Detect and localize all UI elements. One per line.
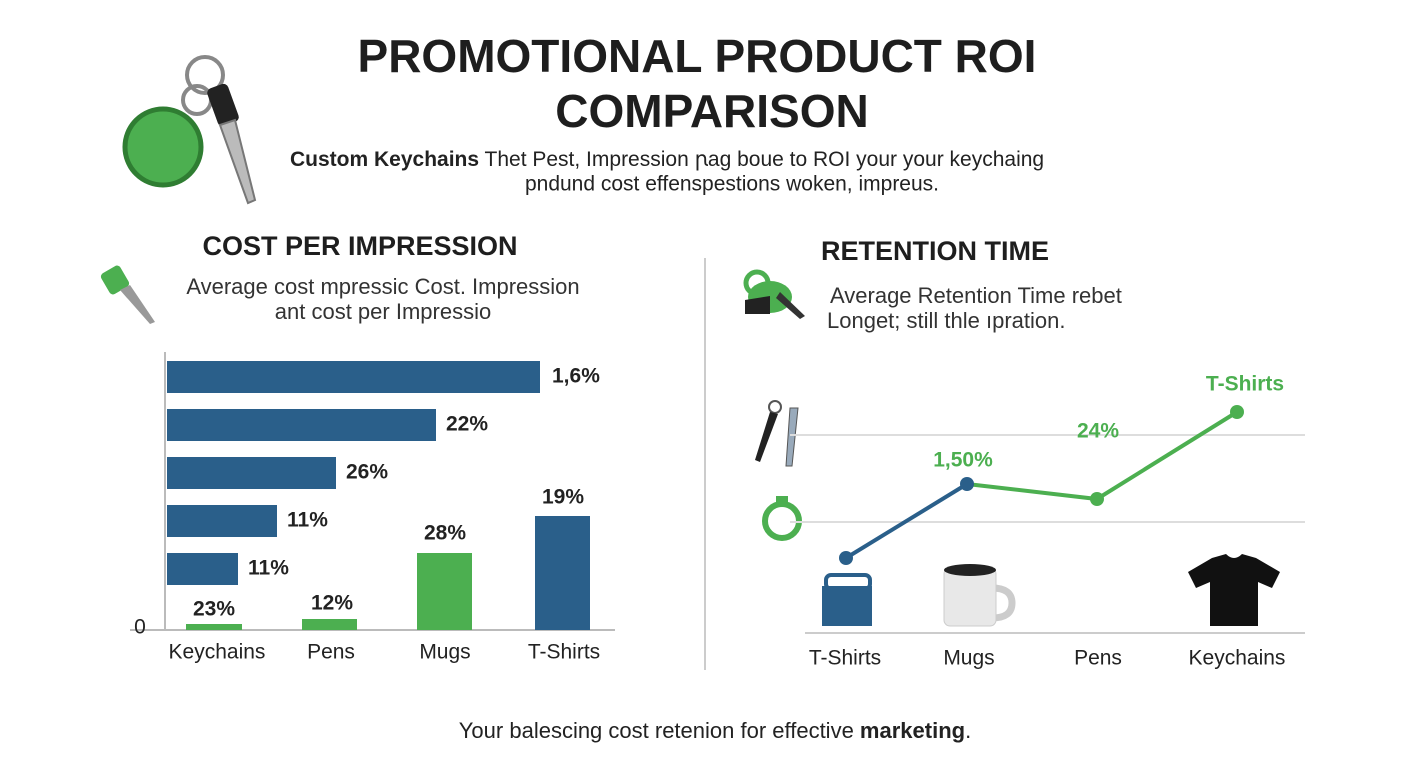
bar (167, 361, 540, 393)
panel-description: Average cost mpressic Cost. Impression (186, 274, 579, 299)
point (960, 477, 974, 491)
column-label: 28% (424, 522, 466, 545)
column (186, 624, 242, 630)
category-label: Pens (1074, 647, 1122, 670)
pen-icon (755, 400, 799, 467)
point-label: 24% (1077, 420, 1119, 443)
small-keychain-icon (743, 269, 805, 319)
panel-description: ant cost per Impressio (275, 299, 491, 324)
axis-label: 0 (134, 616, 146, 639)
point-label: T-Shirts (1206, 373, 1284, 396)
footer-bold: marketing (860, 718, 965, 743)
column-label: 12% (311, 592, 353, 615)
panel-title: RETENTION TIME (821, 236, 1049, 266)
panel-description: Longet; still thle ıpration. (827, 308, 1065, 333)
panel-title: COST PER IMPRESSION (202, 231, 517, 261)
point (1230, 405, 1244, 419)
subtitle-text: Thet Pest, Impression ꞃag boue to ROI yo… (479, 148, 1044, 171)
title-line: COMPARISON (555, 85, 869, 137)
shirt-icon (1188, 554, 1280, 626)
footer-text: Your balescing cost retenion for effecti… (459, 718, 860, 743)
category-label: Mugs (419, 641, 470, 664)
keychain-icon (122, 55, 257, 205)
column-label: 23% (193, 598, 235, 621)
line-segment (844, 482, 969, 560)
bar (167, 409, 436, 441)
point (1090, 492, 1104, 506)
bar-label: 22% (446, 413, 488, 436)
subtitle: Custom Keychains Thet Pest, Impression ꞃ… (290, 148, 1044, 171)
bar-label: 1,6% (552, 365, 600, 388)
bar-label: 11% (287, 509, 328, 532)
point (839, 551, 853, 565)
category-label: T-Shirts (528, 641, 600, 664)
bar-label: 11% (248, 557, 289, 580)
column (302, 619, 357, 630)
panel-description: Average Retention Time rebet (830, 283, 1122, 308)
small-key-icon (100, 265, 155, 324)
footer-end: . (965, 718, 971, 743)
category-label: Keychains (169, 641, 266, 664)
category-label: T-Shirts (809, 647, 881, 670)
mug-icon (943, 564, 1016, 627)
bar (167, 553, 238, 585)
category-label: Mugs (943, 647, 994, 670)
subtitle-bold: Custom Keychains (290, 148, 479, 171)
title-line: PROMOTIONAL PRODUCT ROI (358, 30, 1037, 82)
point-label: 1,50% (933, 449, 993, 472)
bar (167, 505, 277, 537)
bar-label: 26% (346, 461, 388, 484)
category-label: Keychains (1189, 647, 1286, 670)
bar (167, 457, 336, 489)
bag-icon (822, 573, 872, 626)
column (535, 516, 590, 630)
footer: Your balescing cost retenion for effecti… (459, 718, 971, 743)
subtitle: pndund cost effenspestions woken, impreu… (525, 173, 939, 196)
column-label: 19% (542, 486, 584, 509)
category-label: Pens (307, 641, 355, 664)
column (417, 553, 472, 630)
